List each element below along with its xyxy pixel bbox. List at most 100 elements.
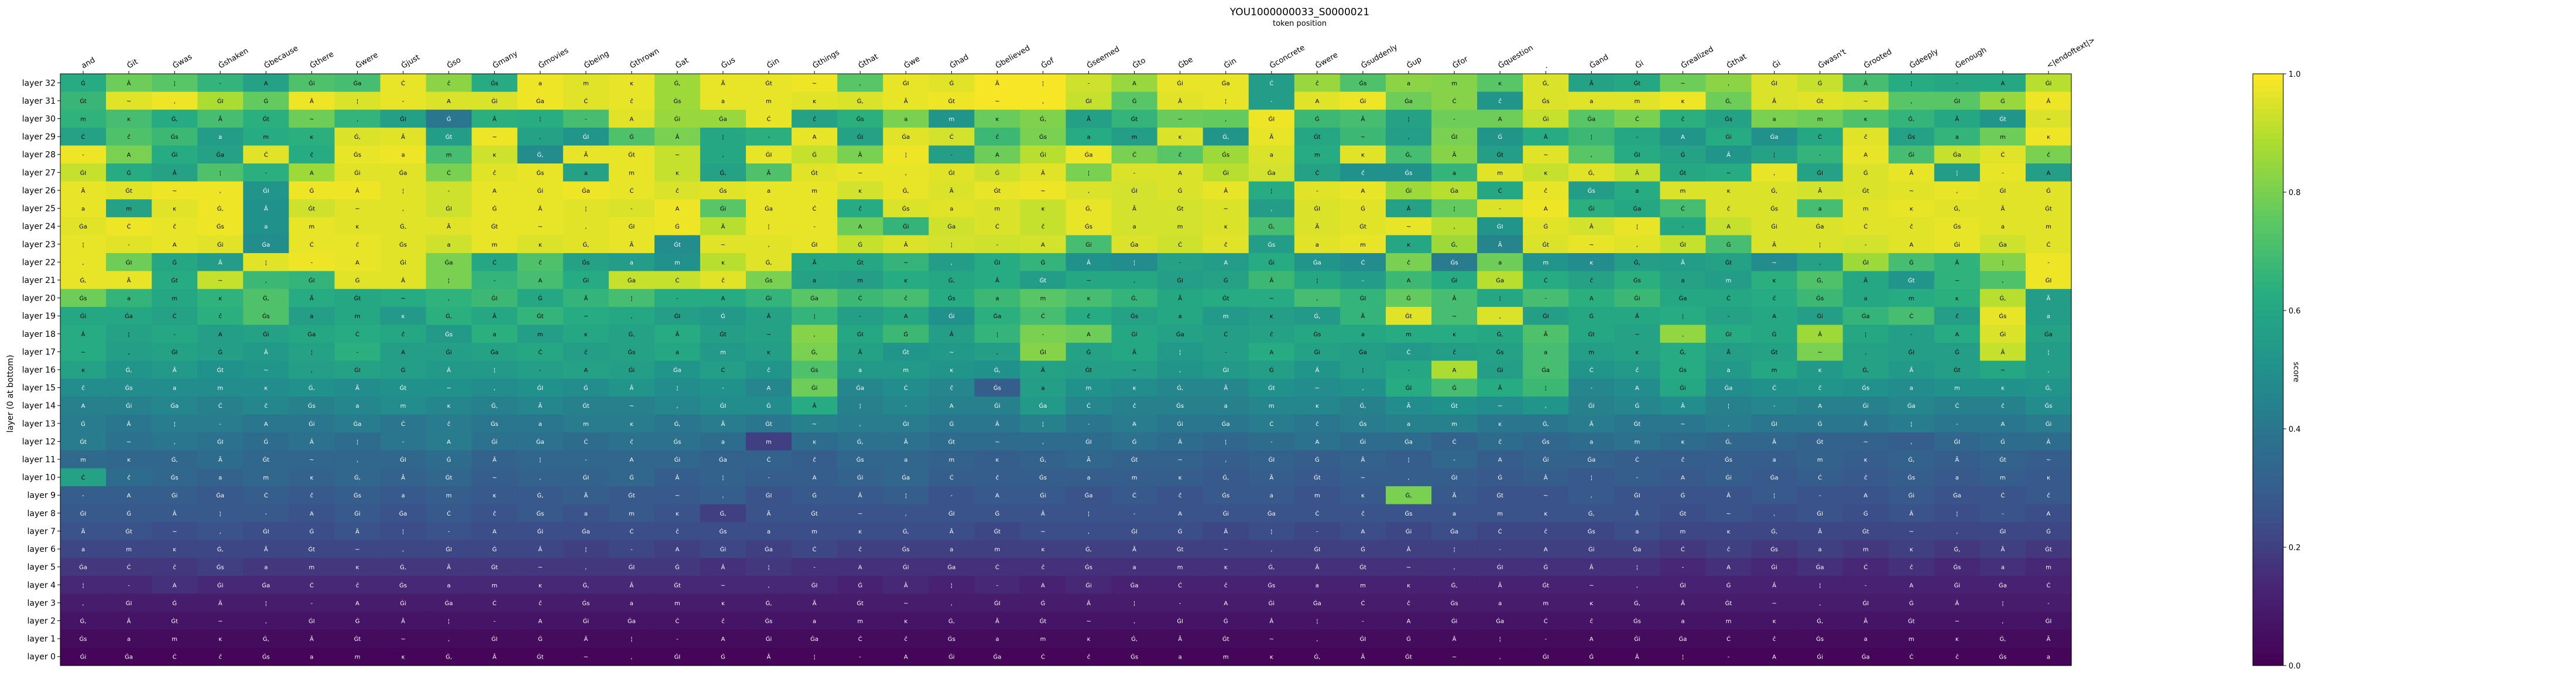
heatmap-cell — [1934, 306, 1981, 326]
heatmap-cell — [517, 306, 564, 326]
heatmap-cell-label: Ċ — [767, 115, 771, 123]
heatmap-cell — [1842, 163, 1889, 182]
heatmap-cell-label: Ġa — [1587, 456, 1595, 463]
heatmap-cell-label: Ã — [2000, 545, 2005, 553]
colorbar-segment — [2253, 376, 2283, 382]
heatmap-cell-label: Ġa — [1131, 581, 1139, 589]
heatmap-cell-label: ~ — [858, 170, 862, 176]
heatmap-cell-label: ~ — [949, 349, 954, 356]
heatmap-cell-label: ~ — [629, 403, 634, 410]
heatmap-cell — [563, 235, 609, 254]
heatmap-cell-label: ¦ — [1819, 582, 1821, 589]
x-tick-label: Ġwasn't — [1816, 47, 1848, 71]
heatmap-cell-label: Ġa — [1953, 492, 1961, 499]
heatmap-cell — [1523, 253, 1569, 272]
heatmap-cell-label: A — [401, 349, 405, 356]
heatmap-cell-label: , — [1773, 170, 1775, 176]
heatmap-cell-label: Ġs — [1039, 474, 1047, 482]
heatmap-cell-label: - — [1819, 152, 1821, 159]
heatmap-cell-label: ~ — [1452, 654, 1457, 661]
heatmap-cell — [334, 271, 381, 289]
heatmap-cell-label: ĠI — [1131, 527, 1138, 535]
heatmap-cell — [426, 74, 472, 93]
heatmap-cell — [1888, 306, 1935, 326]
heatmap-cell-label: Â — [1727, 151, 1731, 159]
colorbar-segment — [2253, 411, 2283, 418]
colorbar-segment — [2253, 80, 2283, 86]
heatmap-cell-label: ĉ — [1316, 421, 1319, 428]
heatmap-cell — [197, 235, 244, 254]
heatmap-cell — [1477, 325, 1523, 343]
x-tick-label: Ġbecause — [262, 43, 300, 71]
heatmap-cell-label: ĠI — [1268, 115, 1275, 123]
heatmap-cell-label: ĠI — [126, 258, 132, 266]
y-tick-label: layer 21 — [22, 276, 56, 285]
heatmap-cell-label: Â — [264, 348, 268, 356]
colorbar-segment — [2253, 624, 2283, 630]
heatmap-cell — [1157, 289, 1204, 308]
heatmap-cell-label: , — [1133, 618, 1135, 625]
heatmap-cell-label: ĠI — [583, 474, 589, 482]
heatmap-cell — [883, 163, 929, 182]
heatmap-cell — [1797, 217, 1844, 236]
heatmap-cell-label: Ġ, — [1314, 653, 1320, 661]
heatmap-cell-label: m — [80, 457, 86, 463]
heatmap-cell-label: ĠI — [80, 510, 87, 517]
heatmap-cell-label: Ġt — [857, 599, 864, 607]
colorbar-segment — [2253, 239, 2283, 246]
heatmap-cell-label: ¦ — [768, 224, 769, 230]
heatmap-cell-label: ~ — [538, 565, 543, 571]
heatmap-cell-label: Ġ, — [1040, 115, 1046, 123]
heatmap-cell-label: Ġt — [309, 545, 316, 553]
y-axis-label: layer (0 at bottom) — [6, 354, 15, 432]
heatmap-cell-label: ĠI — [903, 79, 909, 87]
heatmap-cell-label: Ġ — [2000, 97, 2005, 105]
heatmap-cell-label: Ċ — [81, 474, 85, 482]
heatmap-cell-label: , — [2002, 278, 2003, 284]
y-tick-label: layer 10 — [22, 473, 56, 483]
heatmap-cell — [471, 271, 518, 289]
heatmap-cell-label: Ġ, — [674, 420, 680, 428]
heatmap-cell-label: Â — [767, 653, 771, 661]
heatmap-cell-label: ¦ — [357, 98, 358, 105]
heatmap-cell-label: - — [905, 403, 907, 410]
heatmap-cell-label: , — [174, 98, 176, 105]
heatmap-cell-label: Ã — [1269, 474, 1273, 482]
x-tick-label: Ġseemed — [1085, 44, 1121, 71]
heatmap-cell-label: ~ — [309, 457, 314, 463]
heatmap-cell-label: m — [1909, 636, 1914, 643]
heatmap-cell-label: ĠI — [1497, 564, 1503, 571]
heatmap-cell-label: Ġa — [445, 599, 453, 607]
heatmap-cell-label: - — [1407, 367, 1410, 374]
heatmap-cell — [1979, 253, 2026, 272]
heatmap-cell-label: Â — [1224, 187, 1228, 195]
heatmap-cell — [563, 163, 609, 182]
heatmap-cell-label: ¦ — [1270, 188, 1272, 195]
heatmap-cell — [1431, 74, 1478, 93]
heatmap-cell — [60, 145, 107, 164]
heatmap-cell — [792, 325, 838, 343]
heatmap-cell-label: Ġi — [80, 312, 87, 320]
colorbar-segment — [2253, 245, 2283, 252]
heatmap-cell-label: a — [1316, 582, 1319, 589]
heatmap-cell-label: Â — [1407, 205, 1411, 213]
heatmap-cell-label: Ġs — [1359, 79, 1366, 87]
heatmap-cell — [1431, 127, 1478, 146]
heatmap-cell — [746, 306, 792, 326]
heatmap-cell — [152, 343, 198, 361]
heatmap-cell — [60, 217, 107, 236]
heatmap-cell-label: Ġa — [1131, 241, 1139, 248]
heatmap-cell — [1934, 199, 1981, 218]
heatmap-cell-label: Ġ, — [446, 653, 452, 661]
heatmap-cell-label: ¦ — [585, 547, 587, 553]
heatmap-cell — [1614, 145, 1660, 164]
heatmap-cell-label: a — [127, 636, 131, 643]
heatmap-cell-label: Ċ — [310, 241, 314, 248]
heatmap-cell — [1248, 127, 1295, 146]
heatmap-cell-label: Ġi — [583, 277, 590, 284]
heatmap-cell-label: Ã — [995, 277, 999, 284]
heatmap-cell — [1660, 91, 1707, 110]
heatmap-cell-label: Ċ — [1178, 241, 1182, 248]
heatmap-cell-label: ĸ — [813, 439, 816, 445]
heatmap-cell-label: Ã — [721, 420, 725, 428]
